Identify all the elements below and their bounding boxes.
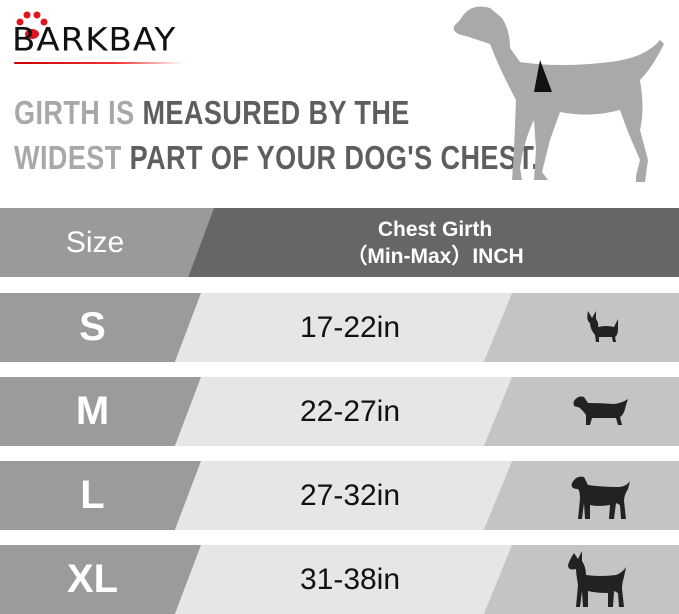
table-row: XL 31-38in (0, 545, 679, 614)
great-dane-icon (566, 549, 630, 614)
table-row: L 27-32in (0, 461, 679, 530)
barkbay-logo (12, 10, 192, 65)
girth-range: 17-22in (299, 311, 401, 344)
logo-wordmark: BARKBAY (0, 0, 200, 70)
measured-dog-illustration (453, 6, 664, 182)
size-label: S (79, 305, 106, 349)
headline-line-1: GIRTH IS MEASURED BY THE (14, 94, 410, 131)
size-label: XL (66, 557, 119, 601)
girth-header: Chest Girth （Min-Max）INCH (346, 218, 524, 268)
girth-range: 22-27in (299, 395, 401, 428)
labrador-icon (568, 473, 632, 526)
table-header: Size Chest Girth （Min-Max）INCH (0, 208, 679, 277)
paw-icon (16, 11, 48, 39)
dachshund-icon (570, 393, 630, 432)
size-label: M (75, 389, 110, 433)
size-label: L (80, 473, 105, 517)
headline-line-2: WIDEST PART OF YOUR DOG'S CHEST. (14, 139, 540, 176)
logo-underline (14, 62, 184, 64)
girth-range: 27-32in (299, 479, 401, 512)
table-row: S 17-22in (0, 293, 679, 362)
table-row: M 22-27in (0, 377, 679, 446)
girth-range: 31-38in (299, 563, 401, 596)
chihuahua-icon (582, 309, 622, 348)
size-header: Size (65, 226, 125, 259)
